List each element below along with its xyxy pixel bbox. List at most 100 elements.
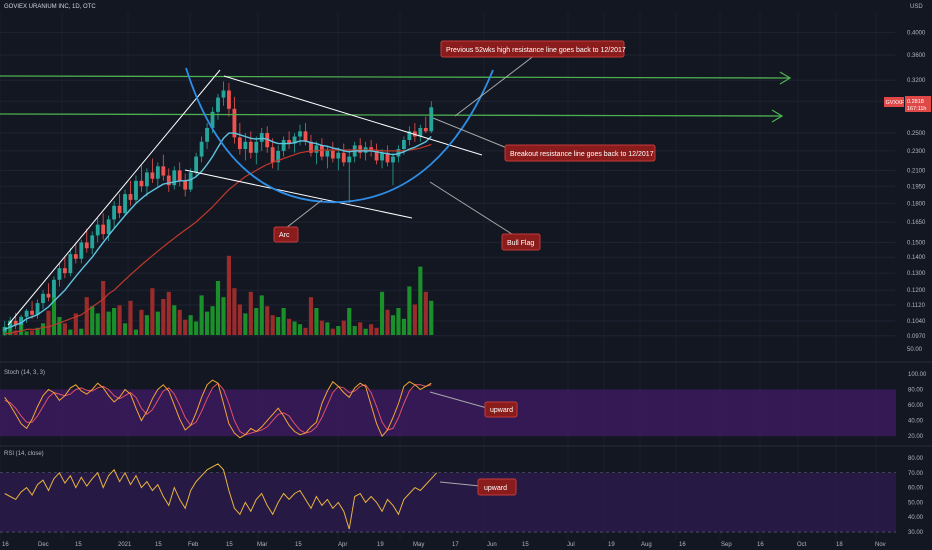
- grid: [0, 12, 932, 540]
- volume-bar-25: [139, 309, 144, 335]
- stoch-axis: 100.00 80.00 60.00 40.00 20.00: [908, 372, 927, 440]
- annotation-stoch-upward[interactable]: upward: [429, 391, 518, 418]
- time-tick-3: 2021: [118, 542, 132, 548]
- candle-body-54: [298, 131, 302, 137]
- price-tick-6: 0.2100: [907, 168, 926, 174]
- time-tick-21: Oct: [797, 542, 807, 548]
- annotation-bull-flag[interactable]: Bull Flag: [429, 181, 541, 251]
- candle-body-13: [73, 254, 78, 259]
- rsi-tick-3: 50.00: [908, 500, 924, 506]
- volume-bar-64: [352, 326, 357, 335]
- volume-bar-4: [24, 331, 29, 335]
- candle-body-30: [166, 175, 171, 186]
- annotation-breakout[interactable]: Breakout resistance line goes back to 12…: [432, 117, 656, 162]
- volume-bar-34: [188, 315, 193, 335]
- candle-body-22: [123, 194, 127, 214]
- candle-body-1: [8, 320, 13, 328]
- candle-body-55: [303, 131, 308, 142]
- candle-body-68: [374, 150, 379, 161]
- candle-body-46: [254, 141, 259, 153]
- volume-bar-40: [221, 297, 226, 335]
- volume-bar-48: [265, 306, 270, 335]
- time-tick-10: 19: [377, 542, 384, 548]
- price-tick-15: 0.1040: [907, 319, 926, 325]
- candle-body-73: [402, 140, 406, 150]
- volume-bar-23: [128, 300, 133, 335]
- volume-bar-52: [287, 318, 292, 335]
- chart-title: GOVIEX URANIUM INC, 1D, OTC: [4, 4, 96, 10]
- volume-bar-44: [243, 313, 248, 335]
- candle-body-52: [287, 140, 292, 144]
- volume-bar-8: [46, 310, 51, 335]
- candle-body-70: [385, 152, 390, 163]
- price-tick-2: 0.3200: [907, 78, 926, 84]
- annotation-52wk[interactable]: Previous 52wks high resistance line goes…: [440, 40, 626, 117]
- volume-bar-10: [57, 317, 62, 335]
- candle-body-19: [106, 219, 111, 235]
- candle-body-41: [227, 90, 231, 109]
- stoch-tick-1: 80.00: [908, 387, 924, 393]
- volume-bar-20: [112, 308, 117, 335]
- volume-bar-6: [35, 327, 40, 335]
- candle-body-38: [210, 111, 215, 128]
- rsi-tick-2: 60.00: [908, 486, 924, 492]
- candle-body-71: [391, 156, 395, 163]
- cup-arc: [185, 67, 494, 204]
- candle-body-53: [292, 136, 297, 144]
- candle-body-60: [330, 150, 335, 159]
- time-tick-7: Mar: [257, 542, 267, 548]
- volume-bar-26: [144, 315, 149, 335]
- volume-bar-50: [276, 317, 281, 335]
- candle-body-63: [347, 156, 352, 163]
- volume-bar-73: [401, 318, 407, 335]
- volume-bar-75: [412, 304, 417, 335]
- volume-bar-14: [79, 328, 84, 335]
- candle-body-24: [134, 180, 138, 200]
- candle-body-69: [380, 152, 384, 161]
- time-tick-22: 18: [836, 542, 843, 548]
- volume-bars: [2, 255, 434, 335]
- volume-bar-13: [73, 313, 78, 335]
- volume-bar-53: [292, 321, 297, 335]
- volume-bar-62: [341, 320, 346, 335]
- candle-body-37: [205, 127, 209, 142]
- candle-body-16: [90, 235, 95, 249]
- candle-body-49: [270, 147, 275, 163]
- currency-label: USD: [910, 4, 923, 10]
- volume-bar-66: [363, 328, 368, 335]
- candle-body-35: [194, 156, 199, 173]
- volume-bar-37: [204, 311, 210, 335]
- ticker-price-box: [905, 96, 931, 112]
- annotation-breakout-text: Breakout resistance line goes back to 12…: [510, 151, 654, 158]
- price-tick-5: 0.2300: [907, 149, 926, 155]
- volume-bar-47: [259, 295, 264, 335]
- candle-body-27: [150, 172, 155, 179]
- candle-body-47: [259, 133, 264, 142]
- volume-bar-71: [390, 315, 396, 335]
- volume-bar-31: [172, 305, 177, 335]
- volume-bar-72: [396, 308, 401, 335]
- time-tick-23: Nov: [875, 542, 886, 548]
- time-tick-6: 15: [226, 542, 233, 548]
- volume-bar-56: [308, 297, 314, 335]
- volume-bar-35: [194, 321, 199, 335]
- annotation-rsi-upward[interactable]: upward: [439, 478, 517, 496]
- annotation-arc[interactable]: Arc: [273, 199, 323, 243]
- ticker-badge: GVXXF 0.2818 167:11h: [884, 96, 931, 112]
- rsi-tick-4: 40.00: [908, 515, 924, 521]
- candle-body-26: [144, 172, 149, 187]
- volume-bar-60: [330, 328, 335, 335]
- volume-bar-70: [385, 309, 390, 335]
- time-axis: 16 Dec 15 2021 15 Feb 15 Mar 15 Apr 19 May 17 Jun 15 Ju…: [2, 542, 886, 548]
- price-tick-13: 0.1200: [907, 288, 926, 294]
- ema-slow-line: [4, 143, 432, 335]
- candle-body-39: [216, 97, 220, 112]
- candle-body-20: [112, 205, 117, 220]
- candle-body-40: [221, 90, 226, 98]
- annotation-rsi-pointer: [439, 481, 481, 487]
- candle-body-34: [188, 172, 193, 190]
- resistance-line-52wk-arrow: [779, 71, 792, 85]
- volume-bar-67: [369, 324, 374, 335]
- candle-body-32: [177, 170, 182, 181]
